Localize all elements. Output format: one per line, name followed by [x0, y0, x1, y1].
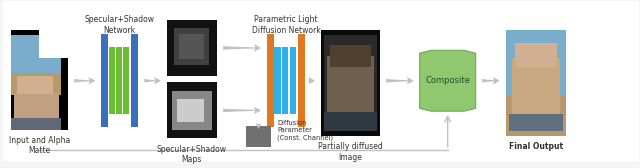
FancyBboxPatch shape	[324, 112, 376, 131]
Text: Specular+Shadow
Maps: Specular+Shadow Maps	[157, 145, 227, 164]
FancyBboxPatch shape	[174, 28, 209, 65]
FancyBboxPatch shape	[267, 34, 274, 127]
Polygon shape	[40, 30, 67, 58]
FancyBboxPatch shape	[298, 34, 305, 127]
Text: Partially diffused
Image: Partially diffused Image	[318, 142, 383, 162]
FancyBboxPatch shape	[167, 82, 216, 138]
FancyBboxPatch shape	[101, 34, 108, 127]
FancyBboxPatch shape	[131, 34, 138, 127]
FancyBboxPatch shape	[290, 47, 296, 114]
FancyBboxPatch shape	[12, 35, 61, 75]
FancyBboxPatch shape	[506, 96, 566, 136]
FancyBboxPatch shape	[330, 46, 371, 67]
FancyBboxPatch shape	[172, 91, 212, 130]
FancyBboxPatch shape	[321, 30, 380, 136]
Text: Final Output: Final Output	[509, 142, 563, 151]
FancyBboxPatch shape	[511, 58, 560, 117]
FancyBboxPatch shape	[179, 34, 204, 59]
FancyBboxPatch shape	[17, 76, 54, 94]
FancyBboxPatch shape	[123, 47, 129, 114]
FancyBboxPatch shape	[324, 35, 376, 131]
FancyBboxPatch shape	[167, 20, 216, 76]
Polygon shape	[420, 50, 476, 111]
FancyBboxPatch shape	[246, 126, 271, 147]
FancyBboxPatch shape	[12, 30, 67, 130]
FancyBboxPatch shape	[40, 30, 67, 58]
FancyBboxPatch shape	[116, 47, 122, 114]
FancyBboxPatch shape	[515, 43, 557, 67]
FancyBboxPatch shape	[275, 47, 281, 114]
Text: Specular+Shadow
Network: Specular+Shadow Network	[84, 15, 154, 34]
Text: Input and Alpha
Matte: Input and Alpha Matte	[9, 136, 70, 155]
Text: Composite: Composite	[425, 76, 470, 85]
FancyBboxPatch shape	[12, 118, 61, 130]
FancyBboxPatch shape	[509, 114, 563, 131]
FancyBboxPatch shape	[327, 56, 374, 115]
FancyBboxPatch shape	[506, 30, 566, 136]
FancyBboxPatch shape	[12, 73, 61, 95]
FancyBboxPatch shape	[109, 47, 115, 114]
FancyBboxPatch shape	[177, 99, 204, 122]
FancyBboxPatch shape	[3, 1, 639, 161]
Text: Diffusion
Parameter
(Const. Channel): Diffusion Parameter (Const. Channel)	[277, 120, 333, 141]
Text: Parametric Light
Diffusion Network: Parametric Light Diffusion Network	[252, 15, 320, 34]
FancyBboxPatch shape	[282, 47, 289, 114]
FancyBboxPatch shape	[14, 93, 59, 120]
